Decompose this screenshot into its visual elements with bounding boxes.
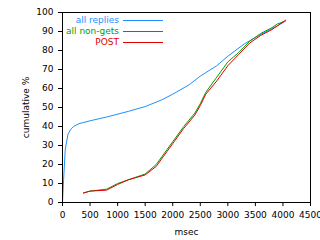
svg-text:1500: 1500 [134,210,157,220]
html-text:all replies: all replies [75,15,119,25]
svg-text:50: 50 [42,102,54,112]
svg-text:100: 100 [36,7,53,17]
svg-text:4500: 4500 [299,210,320,220]
svg-text:4000: 4000 [271,210,294,220]
svg-text:90: 90 [42,26,54,36]
svg-text:1000: 1000 [106,210,129,220]
svg-text:40: 40 [42,121,54,131]
svg-text:80: 80 [42,45,54,55]
svg-text:20: 20 [42,159,54,169]
svg-text:60: 60 [42,83,54,93]
svg-text:30: 30 [42,140,54,150]
svg-text:0: 0 [60,210,66,220]
svg-text:10: 10 [42,178,54,188]
svg-text:3000: 3000 [216,210,239,220]
svg-text:3500: 3500 [244,210,267,220]
svg-text:0: 0 [48,197,54,207]
svg-text:cumulative %: cumulative % [21,76,31,138]
html-text:POST: POST [95,37,119,47]
svg-text:500: 500 [81,210,98,220]
svg-text:70: 70 [42,64,54,74]
html-text:all non-gets: all non-gets [66,26,119,36]
svg-text:2000: 2000 [161,210,184,220]
svg-text:2500: 2500 [189,210,212,220]
svg-text:msec: msec [175,227,199,237]
